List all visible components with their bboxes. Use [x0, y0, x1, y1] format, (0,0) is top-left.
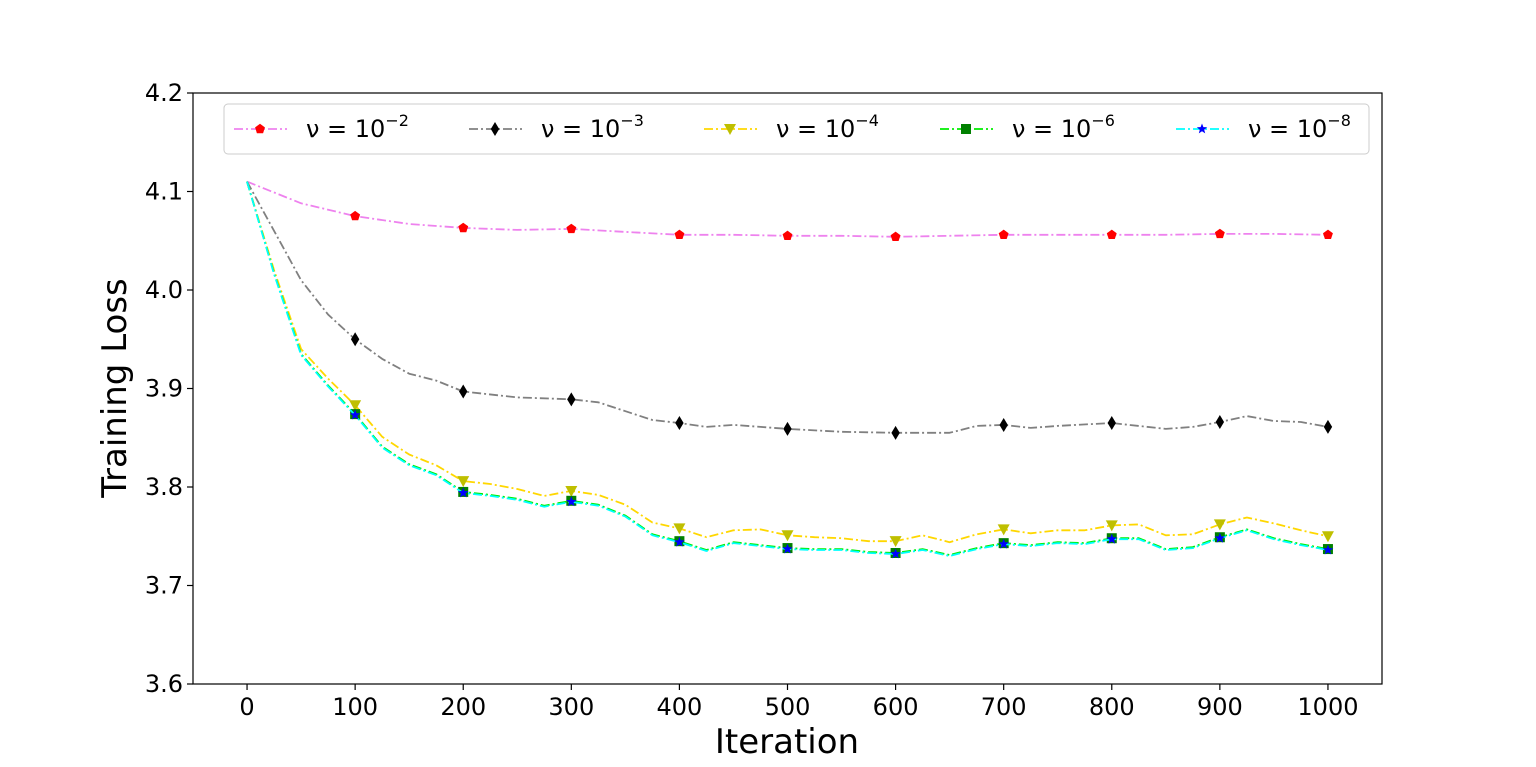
series-0-marker-7	[1106, 229, 1117, 239]
legend-marker-3	[961, 124, 971, 134]
series-0-marker-0	[350, 210, 361, 221]
series-1-marker-3	[675, 415, 684, 430]
axes: 0 100 200 300 400 500 600 700 800 900 1000 3.6 3.7 3.…	[145, 79, 1383, 721]
legend-box	[223, 103, 1370, 155]
series-4-marker-2	[566, 496, 577, 507]
series-4-marker-0	[349, 409, 361, 420]
series-0-marker-9	[1323, 229, 1333, 239]
legend-item-2: ν = 10−4	[704, 111, 879, 143]
series-0-marker-3	[674, 229, 685, 239]
legend-label-base: ν = 10	[541, 115, 620, 143]
series-4-marker-7	[1106, 533, 1117, 544]
series-4-marker-9	[1322, 544, 1334, 555]
series-4-marker-5	[890, 548, 901, 559]
series-0-marker-6	[998, 229, 1009, 239]
legend-label-2: ν = 10−4	[776, 111, 879, 143]
series-2-marker-4	[781, 530, 794, 542]
series-1-marker-5	[891, 425, 900, 440]
legend-label-4: ν = 10−8	[1248, 111, 1351, 143]
series-2-marker-2	[565, 485, 578, 497]
legend-marker-0	[255, 123, 265, 134]
series-2-marker-7	[1105, 520, 1118, 532]
series-1-marker-0	[350, 332, 360, 347]
series-1-marker-8	[1215, 414, 1225, 429]
series-2-marker-1	[457, 476, 470, 488]
y-tick-label-1: 3.7	[145, 572, 183, 600]
plot-frame	[192, 92, 1383, 685]
x-tick-label-8: 800	[1089, 693, 1135, 721]
series-group	[246, 180, 1334, 559]
y-tick-label-5: 4.1	[145, 178, 183, 206]
series-1-marker-6	[999, 417, 1008, 432]
legend: ν = 10−2 ν = 10−3 ν = 10−4 ν = 10−6 ν = 10−8	[223, 103, 1370, 155]
series-4-marker-4	[782, 543, 793, 554]
x-axis-title: Iteration	[715, 722, 859, 762]
x-tick-label-1: 100	[332, 693, 378, 721]
legend-item-1: ν = 10−3	[469, 111, 644, 143]
x-tick-label-3: 300	[548, 693, 594, 721]
x-tick-label-4: 400	[657, 693, 703, 721]
y-tick-label-2: 3.8	[145, 473, 183, 501]
legend-item-3: ν = 10−6	[940, 111, 1115, 143]
x-tick-label-6: 600	[873, 693, 919, 721]
series-0-marker-4	[782, 230, 793, 240]
y-tick-label-4: 4.0	[145, 276, 183, 304]
series-2-marker-9	[1321, 531, 1334, 543]
x-tick-label-2: 200	[440, 693, 486, 721]
series-0-marker-1	[458, 222, 469, 233]
y-tick-label-6: 4.2	[145, 79, 183, 107]
legend-label-exponent: −6	[1091, 111, 1115, 130]
legend-marker-1	[490, 122, 500, 136]
legend-label-base: ν = 10	[1248, 115, 1327, 143]
x-tick-label-7: 700	[981, 693, 1027, 721]
legend-label-base: ν = 10	[776, 115, 855, 143]
series-1-marker-2	[567, 392, 576, 407]
series-0-marker-2	[566, 223, 577, 234]
series-line-0	[246, 180, 1329, 238]
legend-marker-4	[1196, 123, 1208, 134]
legend-label-exponent: −8	[1327, 111, 1351, 130]
series-1-marker-4	[783, 421, 792, 436]
series-1-marker-9	[1323, 419, 1333, 434]
series-1-marker-1	[459, 384, 468, 399]
series-2-marker-6	[997, 524, 1010, 536]
legend-label-exponent: −3	[620, 111, 644, 130]
series-4-marker-3	[674, 536, 685, 547]
y-tick-label-0: 3.6	[145, 670, 183, 698]
x-tick-label-5: 500	[765, 693, 811, 721]
legend-item-4: ν = 10−8	[1176, 111, 1351, 143]
series-2-marker-0	[349, 400, 362, 412]
legend-label-exponent: −4	[855, 111, 879, 130]
legend-label-base: ν = 10	[306, 115, 385, 143]
y-axis-title: Training Loss	[95, 278, 135, 499]
plot-area	[246, 180, 1334, 559]
series-line-1	[246, 181, 1329, 434]
series-line-2	[246, 181, 1329, 544]
legend-marker-2	[724, 124, 736, 135]
series-2-marker-3	[673, 523, 686, 535]
series-0-marker-8	[1214, 228, 1225, 239]
legend-label-3: ν = 10−6	[1012, 111, 1115, 143]
series-0-marker-5	[890, 231, 901, 241]
series-4-marker-8	[1214, 532, 1226, 543]
legend-label-1: ν = 10−3	[541, 111, 644, 143]
legend-label-exponent: −2	[385, 111, 409, 130]
x-tick-label-10: 1000	[1297, 693, 1358, 721]
x-tick-label-9: 900	[1197, 693, 1243, 721]
series-4-marker-1	[458, 487, 469, 498]
series-2-marker-5	[889, 536, 902, 548]
y-tick-label-3: 3.9	[145, 375, 183, 403]
legend-label-base: ν = 10	[1012, 115, 1091, 143]
series-4-marker-6	[998, 538, 1009, 549]
legend-item-0: ν = 10−2	[234, 111, 409, 143]
series-1-marker-7	[1107, 415, 1116, 430]
x-tick-label-0: 0	[239, 693, 254, 721]
legend-label-0: ν = 10−2	[306, 111, 409, 143]
series-2-marker-8	[1213, 519, 1226, 531]
